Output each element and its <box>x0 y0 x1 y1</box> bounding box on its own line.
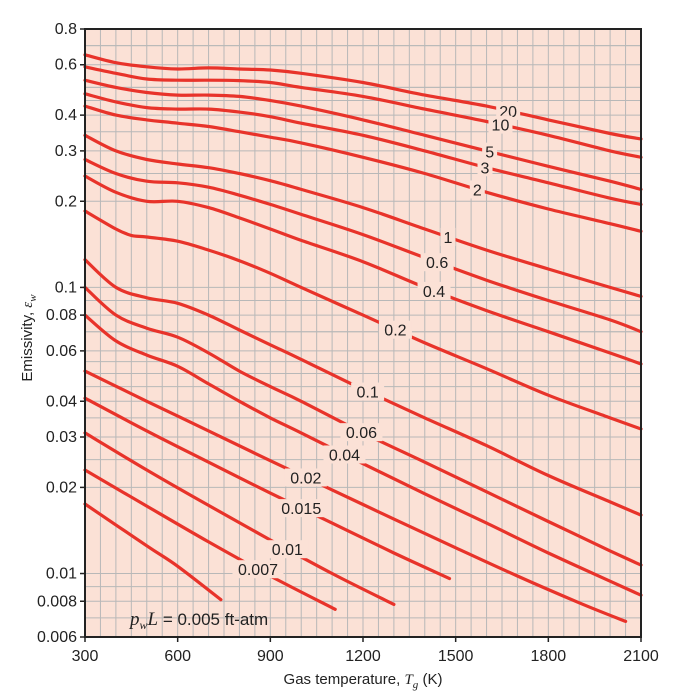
x-axis-ticks: 300 600 900 1200 1500 1800 2100 <box>72 637 659 665</box>
curve-label: 0.4 <box>423 284 445 301</box>
y-tick-label: 0.04 <box>46 393 77 410</box>
curve-label: 1 <box>443 230 452 247</box>
y-tick-label: 0.008 <box>37 593 77 610</box>
curve-label-background <box>284 468 327 487</box>
curve-label-background <box>340 423 383 442</box>
curve-label: 2 <box>473 182 482 199</box>
curve-label: 0.06 <box>346 425 377 442</box>
emissivity-curves <box>83 53 643 623</box>
curve-label: 0.01 <box>272 542 303 559</box>
emissivity-curve <box>83 53 643 141</box>
curve-label-background <box>351 382 385 401</box>
curve-label-background <box>496 101 521 120</box>
x-axis-title: Gas temperature, Tg (K) <box>284 671 443 691</box>
curve-label-background <box>378 320 412 339</box>
emissivity-curve <box>83 209 643 431</box>
y-tick-label: 0.02 <box>46 479 77 496</box>
y-tick-label: 0.1 <box>55 279 77 296</box>
x-tick-label: 300 <box>72 648 99 665</box>
emissivity-curve <box>83 157 643 334</box>
emissivity-curve <box>83 396 452 581</box>
curve-label: 3 <box>481 160 490 177</box>
curve-label: 5 <box>485 145 494 162</box>
y-tick-label: 0.006 <box>37 629 77 646</box>
x-tick-label: 1800 <box>531 648 567 665</box>
curve-label: 0.02 <box>290 470 321 487</box>
curve-label-background <box>417 281 451 300</box>
x-tick-label: 1200 <box>345 648 381 665</box>
emissivity-curve <box>83 369 628 623</box>
curve-label-background <box>420 253 454 272</box>
y-tick-label: 0.08 <box>46 307 77 324</box>
y-axis-ticks: 0.006 0.008 0.01 0.02 0.03 0.04 0.06 0.08 0.1 0.2… <box>37 21 85 646</box>
emissivity-curve <box>83 502 223 602</box>
curve-label-background <box>275 499 327 518</box>
emissivity-curve <box>83 174 643 366</box>
y-tick-label: 0.4 <box>55 107 77 124</box>
pressure-path-annotation: pwL = 0.005 ft-atm <box>128 609 268 632</box>
curve-label-background <box>266 540 309 559</box>
y-tick-label: 0.6 <box>55 57 77 74</box>
x-tick-label: 1500 <box>438 648 474 665</box>
y-tick-label: 0.8 <box>55 21 77 38</box>
y-tick-label: 0.2 <box>55 193 77 210</box>
emissivity-curve <box>83 468 337 611</box>
curve-label: 0.1 <box>357 385 379 402</box>
x-tick-label: 900 <box>257 648 284 665</box>
emissivity-curve <box>83 92 643 206</box>
curve-label-background <box>477 158 493 177</box>
curve-labels: 201053210.60.40.20.10.060.040.020.0150.0… <box>232 101 521 579</box>
emissivity-curve <box>83 104 643 233</box>
curve-label: 10 <box>492 118 510 135</box>
curve-label-background <box>482 142 498 161</box>
y-axis-title: Emissivity, εw <box>19 294 39 382</box>
curve-label: 0.04 <box>329 447 360 464</box>
emissivity-curve <box>83 285 643 567</box>
emissivity-curve <box>83 133 643 298</box>
y-tick-label: 0.3 <box>55 143 77 160</box>
emissivity-curve <box>83 258 643 517</box>
emissivity-curve <box>83 313 643 597</box>
curve-label-background <box>440 227 456 246</box>
x-tick-label: 600 <box>164 648 191 665</box>
y-tick-label: 0.06 <box>46 343 77 360</box>
curve-label: 0.6 <box>426 255 448 272</box>
curve-label-background <box>469 180 485 199</box>
curve-label: 0.2 <box>384 323 406 340</box>
emissivity-curve <box>83 65 643 159</box>
x-tick-label: 2100 <box>623 648 659 665</box>
curve-label: 0.007 <box>238 562 278 579</box>
curve-label-background <box>232 560 284 579</box>
emissivity-curve <box>83 78 643 191</box>
curve-label-background <box>488 115 513 134</box>
y-tick-label: 0.01 <box>46 566 77 583</box>
curve-label-background <box>323 445 366 464</box>
curve-label: 0.015 <box>281 501 321 518</box>
y-tick-label: 0.03 <box>46 429 77 446</box>
emissivity-curve <box>83 431 396 606</box>
